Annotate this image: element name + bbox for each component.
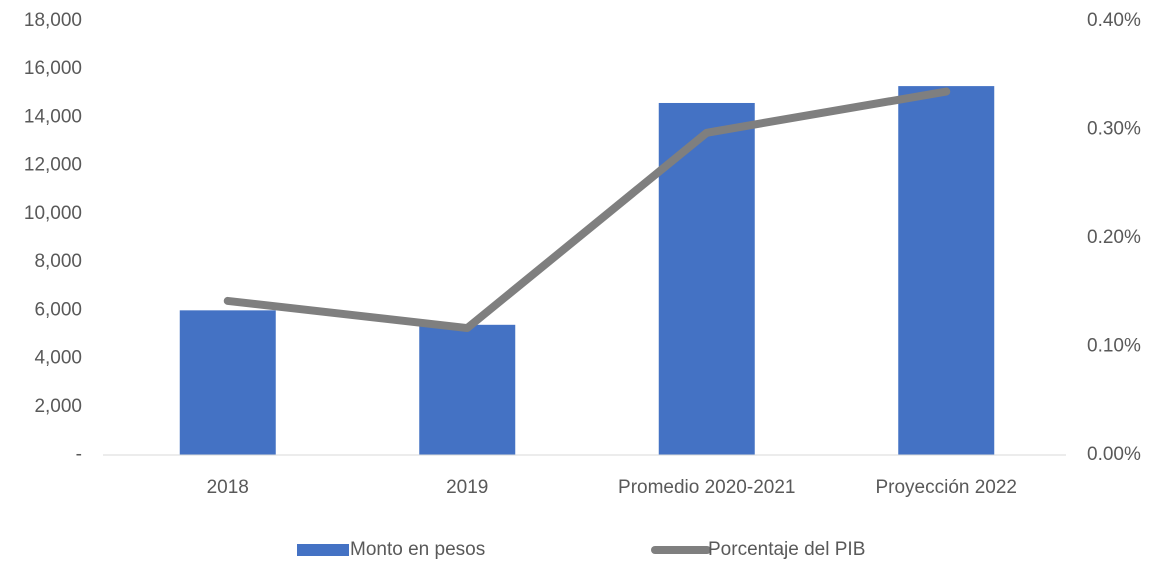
y-tick-label: 4,000 <box>34 348 82 369</box>
y-tick-label: 18,000 <box>24 10 82 31</box>
x-tick-label: Promedio 2020-2021 <box>618 477 795 498</box>
y-tick-label: - <box>76 444 82 465</box>
y-tick-label: 10,000 <box>24 203 82 224</box>
x-tick-label: 2018 <box>207 477 249 498</box>
bar <box>898 86 995 455</box>
legend-label: Monto en pesos <box>350 539 485 560</box>
legend-swatch <box>297 544 349 556</box>
y-tick-label: 14,000 <box>24 106 82 127</box>
y-tick-label: 2,000 <box>34 396 82 417</box>
y-tick-label: 12,000 <box>24 155 82 176</box>
x-tick-label: 2019 <box>446 477 488 498</box>
legend-label: Porcentaje del PIB <box>708 539 865 560</box>
y2-tick-label: 0.30% <box>1087 119 1141 140</box>
line <box>223 87 951 333</box>
y2-tick-label: 0.10% <box>1087 336 1141 357</box>
y2-tick-label: 0.40% <box>1087 10 1141 31</box>
y2-tick-label: 0.00% <box>1087 444 1141 465</box>
y-tick-label: 8,000 <box>34 251 82 272</box>
bar <box>179 310 276 455</box>
bar <box>419 324 516 455</box>
y2-tick-label: 0.20% <box>1087 227 1141 248</box>
x-tick-label: Proyección 2022 <box>875 477 1017 498</box>
y-tick-label: 16,000 <box>24 58 82 79</box>
y-tick-label: 6,000 <box>34 299 82 320</box>
